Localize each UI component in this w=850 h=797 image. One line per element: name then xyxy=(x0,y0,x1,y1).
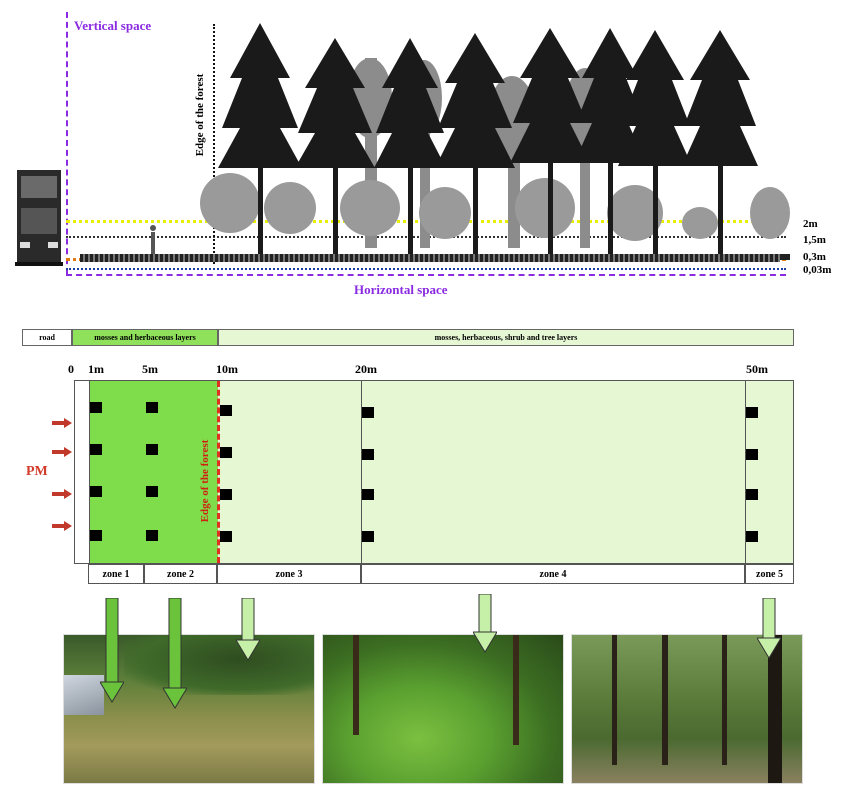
red-arrow-icon xyxy=(52,447,72,457)
sampler-marker xyxy=(146,486,158,497)
vertical-space-label: Vertical space xyxy=(74,18,152,33)
height-line-0-03m xyxy=(66,268,786,270)
green-down-arrow-icon xyxy=(757,598,781,659)
height-label-0-3m: 0,3m xyxy=(803,251,826,263)
distance-20m: 20m xyxy=(355,362,377,376)
distance-10m: 10m xyxy=(216,362,238,376)
photo-forest-interior xyxy=(571,634,803,784)
distance-50m: 50m xyxy=(746,362,768,376)
height-label-1-5m: 1,5m xyxy=(803,234,826,246)
photo-trunk xyxy=(353,635,359,735)
distance-0: 0 xyxy=(68,362,74,376)
sampler-marker xyxy=(362,531,374,542)
band-mosses-herb: mosses and herbaceous layers xyxy=(72,329,218,346)
red-arrow-icon xyxy=(52,521,72,531)
horizontal-axis xyxy=(66,274,786,276)
sampler-marker xyxy=(146,444,158,455)
sampler-marker xyxy=(220,531,232,542)
zone-label-1: zone 1 xyxy=(88,564,144,584)
sampler-marker xyxy=(362,489,374,500)
photo-trunk xyxy=(662,635,668,765)
photo-trunk xyxy=(513,635,519,745)
band-all-layers: mosses, herbaceous, shrub and tree layer… xyxy=(218,329,794,346)
photo-trunk xyxy=(768,635,782,783)
edge-line-dashed xyxy=(217,381,220,563)
sampler-marker xyxy=(220,489,232,500)
sampler-marker xyxy=(90,402,102,413)
photo-trunk xyxy=(612,635,617,765)
sampler-marker xyxy=(90,530,102,541)
photo-tree-canopy xyxy=(124,635,314,695)
green-down-arrow-icon xyxy=(163,598,187,709)
green-down-arrow-icon xyxy=(236,598,260,661)
height-label-2m: 2m xyxy=(803,218,818,230)
zone-label-3: zone 3 xyxy=(217,564,361,584)
sampler-marker xyxy=(220,447,232,458)
band-road: road xyxy=(22,329,72,346)
sampler-marker xyxy=(90,444,102,455)
distance-5m: 5m xyxy=(142,362,158,376)
sampler-marker xyxy=(146,402,158,413)
sampler-marker xyxy=(746,449,758,460)
zone-grid: Edge of the forest xyxy=(74,380,794,564)
green-down-arrow-icon xyxy=(100,598,124,703)
sampler-marker xyxy=(220,405,232,416)
green-down-arrow-icon xyxy=(473,594,497,653)
zone-label-2: zone 2 xyxy=(144,564,217,584)
vertical-axis xyxy=(66,12,68,274)
edge-label-rotated: Edge of the forest xyxy=(199,439,211,523)
edge-line-top xyxy=(213,24,215,264)
sampler-marker xyxy=(746,407,758,418)
distance-1m: 1m xyxy=(88,362,104,376)
sampler-marker xyxy=(746,489,758,500)
sampler-marker xyxy=(90,486,102,497)
pm-label: PM xyxy=(26,464,48,479)
forest-illustration xyxy=(190,23,790,260)
person-icon xyxy=(150,225,156,258)
top-illustration: Vertical space Horizontal space 2m 1,5m … xyxy=(0,0,850,300)
photo-forest-edge xyxy=(322,634,564,784)
photo-roadside xyxy=(63,634,315,784)
zone-3-area xyxy=(218,381,362,563)
red-arrow-icon xyxy=(52,489,72,499)
sampler-marker xyxy=(746,531,758,542)
zone-label-4: zone 4 xyxy=(361,564,745,584)
truck-icon xyxy=(15,170,63,266)
sampler-marker xyxy=(362,407,374,418)
red-arrow-icon xyxy=(52,418,72,428)
ground-strip xyxy=(80,254,780,262)
height-label-0-03m: 0,03m xyxy=(803,264,832,276)
photo-trunk xyxy=(722,635,727,765)
zone-label-5: zone 5 xyxy=(745,564,794,584)
sampler-marker xyxy=(362,449,374,460)
photo-road-shoulder xyxy=(64,675,104,715)
sampler-marker xyxy=(146,530,158,541)
zone-4-area xyxy=(362,381,746,563)
horizontal-space-label: Horizontal space xyxy=(354,282,448,297)
